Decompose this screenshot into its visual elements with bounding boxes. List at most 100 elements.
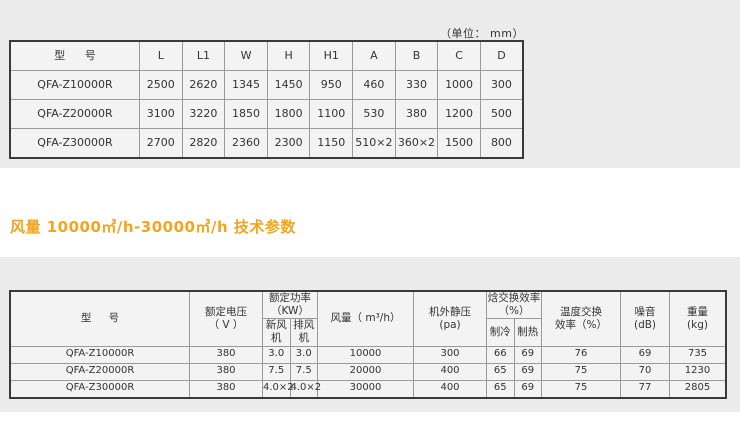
cell-h: 1800 [266, 99, 311, 129]
cell-h1: 1100 [309, 99, 354, 129]
column-header-power-exhaust: 排风机 [289, 318, 318, 347]
table-row: QFA-Z20000R 380 7.5 7.5 20000 400 65 69 … [9, 362, 727, 381]
cell-temp-efficiency: 76 [541, 345, 621, 364]
column-header-enthalpy-cool: 制冷 [486, 318, 515, 347]
cell-model: QFA-Z30000R [9, 128, 140, 159]
cell-c: 1000 [437, 70, 481, 100]
column-header-a: A [352, 40, 396, 71]
cell-b: 380 [394, 99, 439, 129]
cell-weight: 1230 [669, 362, 727, 381]
cell-enthalpy-cool: 65 [486, 362, 515, 381]
cell-voltage: 380 [189, 379, 263, 398]
cell-c: 1200 [437, 99, 481, 129]
cell-model: QFA-Z20000R [9, 99, 140, 129]
cell-c: 1500 [437, 128, 481, 159]
cell-h1: 950 [309, 70, 354, 100]
cell-enthalpy-heat: 69 [513, 362, 542, 381]
cell-h1: 1150 [309, 128, 354, 159]
table-row: QFA-Z30000R 2700 2820 2360 2300 1150 510… [9, 128, 524, 159]
cell-d: 300 [479, 70, 524, 100]
cell-d: 800 [479, 128, 524, 159]
cell-w: 1345 [224, 70, 268, 100]
dimensions-table: 型 号 L L1 W H H1 A B C D QFA-Z10000R 2500… [9, 40, 524, 159]
weight-label-line2: (kg) [687, 318, 708, 331]
cell-power-fresh: 7.5 [262, 362, 291, 381]
column-header-temp-efficiency: 温度交换 效率（%） [541, 290, 621, 347]
column-header-h1: H1 [309, 40, 354, 71]
cell-h: 1450 [266, 70, 311, 100]
cell-enthalpy-heat: 69 [513, 345, 542, 364]
cell-model: QFA-Z30000R [9, 379, 190, 398]
column-header-weight: 重量 (kg) [669, 290, 727, 347]
cell-weight: 735 [669, 345, 727, 364]
cell-noise: 77 [620, 379, 670, 398]
column-header-c: C [437, 40, 481, 71]
cell-d: 500 [479, 99, 524, 129]
cell-static-pressure: 400 [413, 362, 487, 381]
column-header-power-fresh: 新风机 [262, 318, 291, 347]
cell-l: 3100 [139, 99, 183, 129]
temp-efficiency-label-line2: 效率（%） [555, 318, 607, 331]
cell-flow: 30000 [317, 379, 414, 398]
cell-b: 360×2 [394, 128, 439, 159]
cell-voltage: 380 [189, 345, 263, 364]
cell-static-pressure: 300 [413, 345, 487, 364]
column-header-enthalpy-group: 焓交换效率（%） [486, 290, 542, 320]
column-header-enthalpy-heat: 制热 [513, 318, 542, 347]
cell-l1: 3220 [181, 99, 226, 129]
cell-w: 2360 [224, 128, 268, 159]
table-row: QFA-Z10000R 2500 2620 1345 1450 950 460 … [9, 70, 524, 100]
cell-w: 1850 [224, 99, 268, 129]
cell-l: 2700 [139, 128, 183, 159]
cell-enthalpy-cool: 66 [486, 345, 515, 364]
cell-temp-efficiency: 75 [541, 362, 621, 381]
noise-label-line1: 噪音 [634, 305, 656, 318]
column-header-flow: 风量（ m³/h） [317, 290, 414, 347]
cell-a: 510×2 [352, 128, 396, 159]
cell-a: 530 [352, 99, 396, 129]
cell-flow: 10000 [317, 345, 414, 364]
cell-model: QFA-Z10000R [9, 345, 190, 364]
cell-voltage: 380 [189, 362, 263, 381]
cell-power-fresh: 4.0×2 [262, 379, 294, 398]
cell-enthalpy-cool: 65 [486, 379, 515, 398]
cell-noise: 69 [620, 345, 670, 364]
cell-l: 2500 [139, 70, 183, 100]
cell-power-exhaust: 3.0 [289, 345, 318, 364]
cell-h: 2300 [266, 128, 311, 159]
column-header-d: D [479, 40, 524, 71]
unit-note: （单位： mm） [440, 27, 524, 40]
cell-model: QFA-Z10000R [9, 70, 140, 100]
column-header-noise: 噪音 (dB) [620, 290, 670, 347]
cell-b: 330 [394, 70, 439, 100]
table-row: QFA-Z20000R 3100 3220 1850 1800 1100 530… [9, 99, 524, 129]
voltage-label-line1: 额定电压 [205, 305, 247, 318]
column-header-model: 型 号 [9, 290, 190, 347]
column-header-static-pressure: 机外静压 (pa) [413, 290, 487, 347]
table-row: QFA-Z30000R 380 4.0×2 4.0×2 30000 400 65… [9, 379, 727, 398]
cell-power-exhaust: 4.0×2 [289, 379, 321, 398]
table-header-row-top: 型 号 额定电压 （ V ） 额定功率（KW） 风量（ m³/h） 机外静压 (… [9, 290, 727, 347]
voltage-label-line2: （ V ） [208, 318, 244, 331]
table-header-row-sub: 新风机 排风机 制冷 制热 [10, 318, 726, 347]
cell-noise: 70 [620, 362, 670, 381]
cell-temp-efficiency: 75 [541, 379, 621, 398]
column-header-power-group: 额定功率（KW） [262, 290, 318, 320]
static-pressure-label-line1: 机外静压 [429, 305, 471, 318]
temp-efficiency-label-line1: 温度交换 [560, 305, 602, 318]
column-header-h: H [266, 40, 311, 71]
column-header-w: W [224, 40, 268, 71]
column-header-b: B [394, 40, 439, 71]
cell-l1: 2620 [181, 70, 226, 100]
cell-flow: 20000 [317, 362, 414, 381]
column-header-model: 型 号 [9, 40, 140, 71]
cell-power-exhaust: 7.5 [289, 362, 318, 381]
column-header-l1: L1 [181, 40, 226, 71]
table-row: QFA-Z10000R 380 3.0 3.0 10000 300 66 69 … [9, 345, 727, 364]
noise-label-line2: (dB) [633, 318, 657, 331]
cell-model: QFA-Z20000R [9, 362, 190, 381]
static-pressure-label-line2: (pa) [439, 318, 461, 331]
weight-label-line1: 重量 [687, 305, 708, 318]
column-header-voltage: 额定电压 （ V ） [189, 290, 263, 347]
